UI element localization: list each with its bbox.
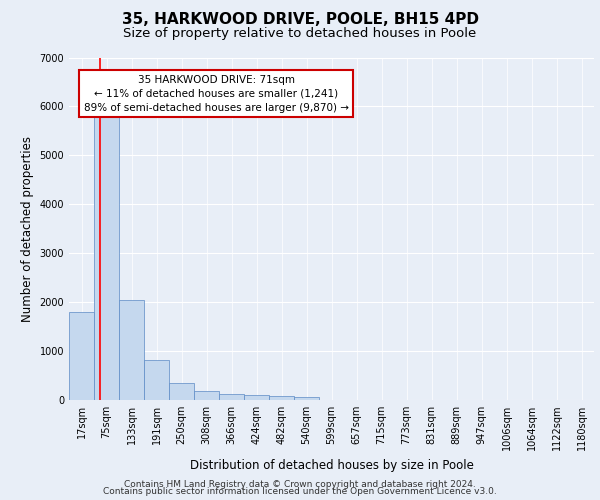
- Bar: [169, 384, 194, 400]
- Y-axis label: Number of detached properties: Number of detached properties: [21, 136, 34, 322]
- Bar: [194, 390, 219, 400]
- Text: Contains HM Land Registry data © Crown copyright and database right 2024.: Contains HM Land Registry data © Crown c…: [124, 480, 476, 489]
- Bar: [119, 300, 144, 400]
- Bar: [94, 116, 119, 400]
- Bar: [144, 360, 169, 400]
- Text: Size of property relative to detached houses in Poole: Size of property relative to detached ho…: [124, 28, 476, 40]
- X-axis label: Distribution of detached houses by size in Poole: Distribution of detached houses by size …: [190, 458, 473, 471]
- Text: Contains public sector information licensed under the Open Government Licence v3: Contains public sector information licen…: [103, 488, 497, 496]
- Bar: [219, 394, 244, 400]
- Bar: [294, 397, 319, 400]
- Bar: [244, 394, 269, 400]
- Text: 35, HARKWOOD DRIVE, POOLE, BH15 4PD: 35, HARKWOOD DRIVE, POOLE, BH15 4PD: [121, 12, 479, 28]
- Bar: [69, 312, 94, 400]
- Text: 35 HARKWOOD DRIVE: 71sqm
← 11% of detached houses are smaller (1,241)
89% of sem: 35 HARKWOOD DRIVE: 71sqm ← 11% of detach…: [83, 74, 349, 112]
- Bar: [269, 396, 294, 400]
